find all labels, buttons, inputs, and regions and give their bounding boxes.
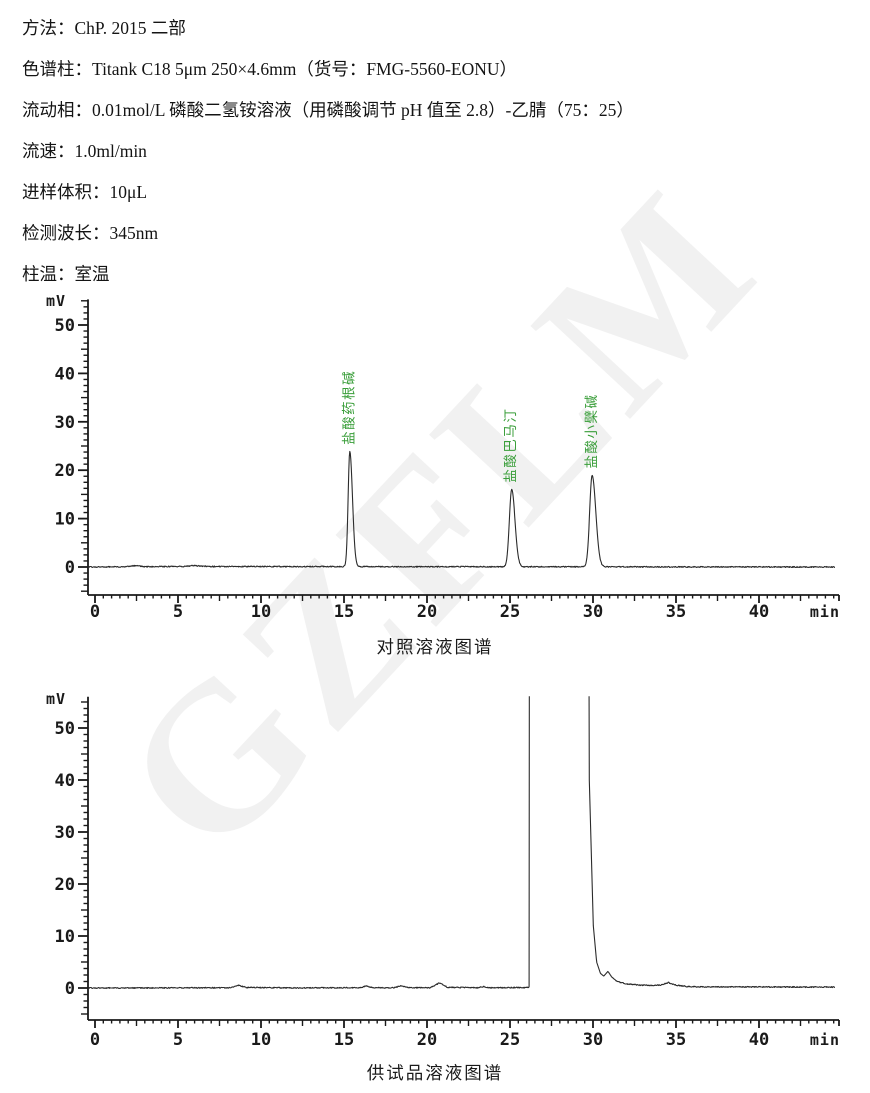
x-tick-label: 40 <box>749 1030 769 1050</box>
chromatogram-trace <box>88 696 836 990</box>
x-tick-label: 20 <box>417 1030 437 1050</box>
x-tick-label: 30 <box>583 1030 603 1050</box>
peak-label: 盐酸小檗碱 <box>584 394 599 469</box>
peak-label: 盐酸药根碱 <box>341 370 356 445</box>
y-tick-label: 40 <box>55 771 75 791</box>
x-tick-label: 0 <box>90 602 100 622</box>
y-tick-label: 10 <box>55 510 75 530</box>
x-tick-label: 35 <box>666 602 686 622</box>
y-tick-label: 30 <box>55 413 75 433</box>
x-tick-label: 15 <box>334 602 354 622</box>
x-tick-label: 10 <box>251 1030 271 1050</box>
y-tick-label: 10 <box>55 927 75 947</box>
sample-chromatogram-caption: 供试品溶液图谱 <box>366 1063 504 1083</box>
x-axis-unit-label: min <box>810 1031 840 1049</box>
x-tick-label: 0 <box>90 1030 100 1050</box>
y-axis-unit-label: mV <box>46 292 66 310</box>
x-tick-label: 5 <box>173 1030 183 1050</box>
y-tick-label: 50 <box>55 719 75 739</box>
x-tick-label: 20 <box>417 602 437 622</box>
y-axis-unit-label: mV <box>46 690 66 708</box>
reference-chromatogram: 0 10 20 30 40 50 mV 0 5 10 15 20 25 30 35 40 min 盐酸药根碱盐酸巴… <box>46 292 840 622</box>
x-tick-label: 5 <box>173 602 183 622</box>
y-tick-label: 30 <box>55 823 75 843</box>
x-tick-label: 15 <box>334 1030 354 1050</box>
reference-chromatogram-caption: 对照溶液图谱 <box>376 637 494 657</box>
injection-volume-line: 进样体积：10μL <box>22 182 148 202</box>
x-tick-label: 30 <box>583 602 603 622</box>
y-tick-label: 50 <box>55 316 75 336</box>
x-axis-unit-label: min <box>810 603 840 621</box>
x-tick-label: 10 <box>251 602 271 622</box>
y-tick-label: 0 <box>65 979 75 999</box>
x-tick-label: 25 <box>500 602 520 622</box>
x-tick-label: 35 <box>666 1030 686 1050</box>
x-tick-label: 40 <box>749 602 769 622</box>
y-tick-label: 20 <box>55 461 75 481</box>
chromatogram-trace <box>88 450 836 569</box>
method-info: 方法：ChP. 2015 二部 色谱柱：Titank C18 5μm 250×4… <box>22 8 634 295</box>
flow-rate-line: 流速：1.0ml/min <box>22 141 147 161</box>
y-tick-label: 20 <box>55 875 75 895</box>
peak-label: 盐酸巴马汀 <box>503 408 518 483</box>
column-temp-line: 柱温：室温 <box>22 264 110 284</box>
sample-chromatogram: 0 10 20 30 40 50 mV 0 5 10 15 20 25 30 35 40 min <box>46 690 840 1050</box>
y-tick-label: 0 <box>65 558 75 578</box>
column-line: 色谱柱：Titank C18 5μm 250×4.6mm（货号：FMG-5560… <box>22 59 518 79</box>
mobile-phase-line: 流动相：0.01mol/L 磷酸二氢铵溶液（用磷酸调节 pH 值至 2.8）-乙… <box>22 100 634 120</box>
y-tick-label: 40 <box>55 364 75 384</box>
wavelength-line: 检测波长：345nm <box>22 223 159 243</box>
method-line: 方法：ChP. 2015 二部 <box>22 18 186 38</box>
x-tick-label: 25 <box>500 1030 520 1050</box>
